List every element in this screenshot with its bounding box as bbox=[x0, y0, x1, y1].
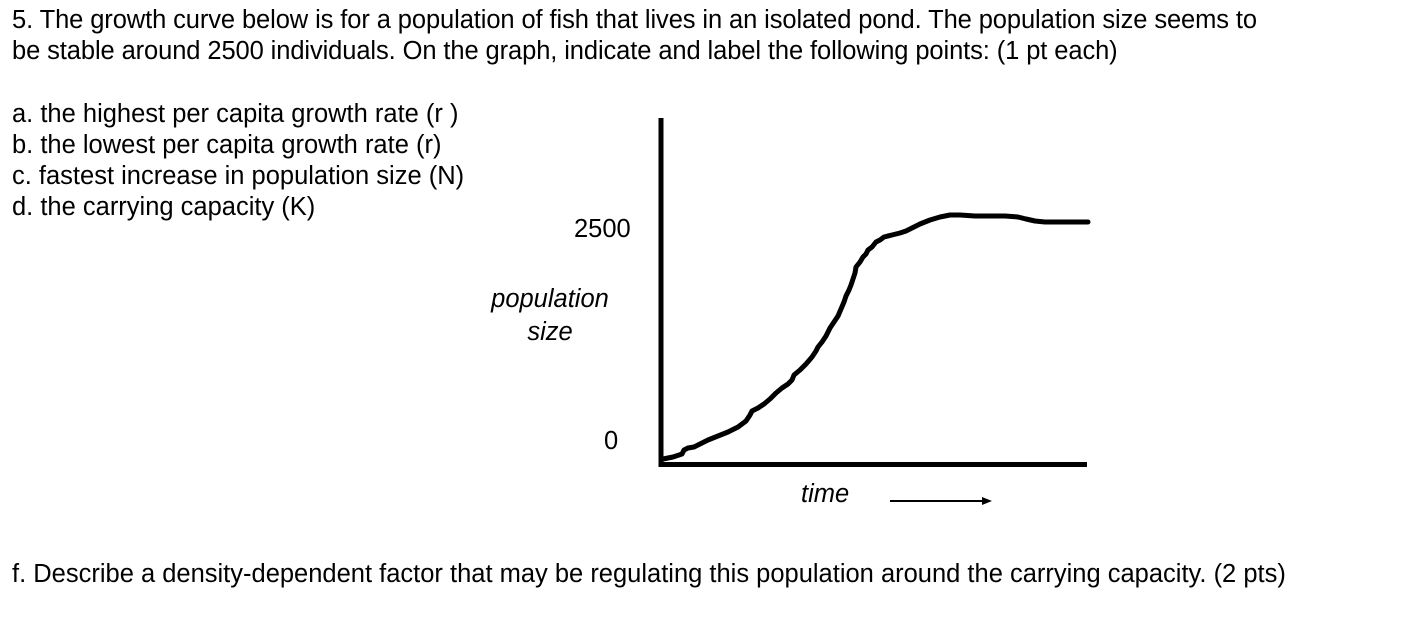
question-item-c: c. fastest increase in population size (… bbox=[12, 162, 465, 190]
question-intro-line-2: be stable around 2500 individuals. On th… bbox=[12, 37, 1118, 65]
question-item-d: d. the carrying capacity (K) bbox=[12, 193, 316, 221]
right-arrow-icon bbox=[982, 497, 992, 505]
question-part-f: f. Describe a density-dependent factor t… bbox=[12, 560, 1286, 588]
y-tick-2500: 2500 bbox=[574, 215, 631, 243]
y-axis-label-line-1: population bbox=[491, 285, 609, 313]
population-growth-curve bbox=[660, 212, 1091, 462]
question-intro-line-1: 5. The growth curve below is for a popul… bbox=[12, 6, 1257, 34]
question-items-list: a. the highest per capita growth rate (r… bbox=[12, 99, 464, 223]
y-axis-label-line-2: size bbox=[527, 318, 573, 346]
y-tick-0: 0 bbox=[604, 427, 619, 455]
question-item-b: b. the lowest per capita growth rate (r) bbox=[12, 131, 442, 159]
x-axis-label: time bbox=[801, 480, 850, 508]
question-item-a: a. the highest per capita growth rate (r… bbox=[12, 100, 459, 128]
y-axis-label: population size bbox=[460, 283, 640, 349]
question-intro: 5. The growth curve below is for a popul… bbox=[12, 5, 1422, 67]
